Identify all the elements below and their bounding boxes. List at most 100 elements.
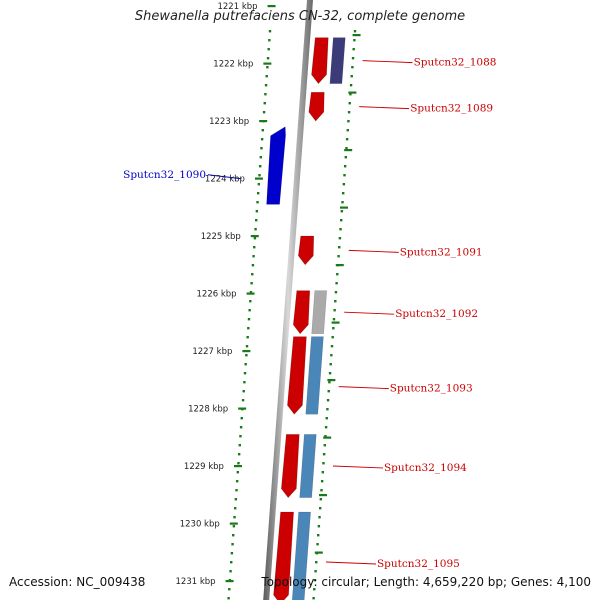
tick-mark: [318, 494, 327, 497]
tick-mark: [263, 62, 272, 65]
scale-dot: [331, 336, 334, 339]
scale-dot: [264, 84, 268, 87]
scale-dot: [312, 597, 315, 600]
tick-label: 1229 kbp: [184, 462, 224, 472]
tick-label: 1223 kbp: [209, 117, 249, 127]
scale-dot: [243, 381, 246, 384]
scale-dot: [336, 273, 339, 276]
scale-dot: [251, 264, 255, 267]
scale-dot: [266, 57, 270, 60]
tick-mark: [229, 522, 238, 525]
tick-label: 1225 kbp: [201, 232, 241, 242]
scale-dot: [262, 111, 266, 114]
scale-dot: [349, 93, 352, 96]
scale-dot: [335, 282, 338, 285]
scale-dot: [340, 210, 344, 213]
scale-dot: [238, 444, 241, 447]
gene-leader-line: [332, 465, 383, 469]
scale-dot: [317, 525, 321, 528]
scale-dot: [234, 498, 238, 501]
scale-dot: [330, 354, 333, 357]
scale-dot: [230, 561, 233, 564]
scale-dot: [337, 255, 340, 258]
scale-dot: [256, 201, 259, 204]
scale-dot: [247, 327, 250, 330]
scale-dot: [256, 192, 260, 195]
scale-dot: [255, 219, 258, 222]
scale-dot: [338, 237, 342, 240]
scale-dot: [339, 228, 342, 231]
scale-dot: [228, 588, 231, 591]
scale-dot: [263, 102, 266, 105]
scale-dot: [232, 534, 235, 537]
scale-dot: [330, 345, 334, 348]
gene-partner-bar[interactable]: [305, 336, 324, 415]
scale-dot: [268, 30, 272, 33]
scale-dot: [258, 174, 261, 177]
scale-dot: [323, 444, 326, 447]
scale-dot: [239, 426, 243, 429]
tick-label: 1221 kbp: [217, 2, 257, 12]
gene-arrow[interactable]: [287, 336, 307, 415]
scale-dot: [245, 354, 248, 357]
gene-arrow[interactable]: [281, 434, 300, 499]
tick-label: 1230 kbp: [180, 520, 220, 530]
tick-mark: [344, 149, 353, 152]
gene-label[interactable]: Sputcn32_1094: [384, 462, 467, 474]
scale-dot: [253, 237, 257, 240]
scale-dot: [332, 327, 335, 330]
gene-label[interactable]: Sputcn32_1089: [410, 103, 493, 115]
scale-dot: [264, 93, 267, 96]
scale-dot: [266, 66, 269, 69]
tick-mark: [267, 5, 276, 8]
scale-dot: [259, 156, 263, 159]
gene-label[interactable]: Sputcn32_1090: [123, 169, 206, 181]
scale-dot: [241, 399, 245, 402]
scale-dot: [246, 336, 249, 339]
gene-label[interactable]: Sputcn32_1093: [390, 383, 473, 395]
gene-partner-bar[interactable]: [291, 511, 311, 600]
tick-label: 1224 kbp: [205, 175, 245, 185]
gene-label[interactable]: Sputcn32_1092: [395, 308, 478, 320]
genome-backbone: [263, 0, 313, 600]
gene-label[interactable]: Sputcn32_1088: [414, 57, 497, 69]
scale-dot: [342, 183, 346, 186]
scale-dot: [253, 246, 256, 249]
tick-mark: [259, 120, 268, 123]
backbone-line: [263, 0, 313, 600]
scale-dot: [332, 318, 336, 321]
gene-leader-line: [344, 311, 395, 315]
scale-dot: [328, 381, 331, 384]
scale-dot: [235, 489, 238, 492]
tick-mark: [331, 321, 340, 324]
scale-dot: [353, 30, 357, 33]
scale-dot: [353, 39, 356, 42]
gene-arrow[interactable]: [266, 126, 286, 205]
scale-dot: [244, 363, 247, 366]
tick-mark: [233, 465, 242, 468]
gene-label[interactable]: Sputcn32_1091: [400, 246, 483, 258]
gene-arrow[interactable]: [311, 37, 329, 85]
gene-arrow[interactable]: [292, 290, 311, 335]
gene-leader-line: [362, 60, 413, 64]
tick-mark: [352, 34, 361, 37]
tick-label: 1226 kbp: [197, 290, 237, 300]
scale-dot: [268, 39, 271, 42]
gene-partner-bar[interactable]: [311, 290, 328, 335]
tick-mark: [327, 379, 336, 382]
gene-arrow[interactable]: [298, 235, 315, 266]
scale-dot: [326, 408, 329, 411]
scale-dot: [347, 111, 351, 114]
gene-partner-bar[interactable]: [329, 37, 346, 84]
gene-label[interactable]: Sputcn32_1095: [377, 558, 460, 570]
scale-dot: [227, 597, 230, 600]
scale-dot: [348, 102, 351, 105]
gene-arrow[interactable]: [308, 91, 325, 122]
scale-dot: [351, 66, 354, 69]
tick-mark: [314, 551, 323, 554]
scale-dot: [324, 435, 327, 438]
scale-dot: [334, 291, 338, 294]
gene-partner-bar[interactable]: [299, 434, 317, 498]
scale-dot: [345, 138, 349, 141]
